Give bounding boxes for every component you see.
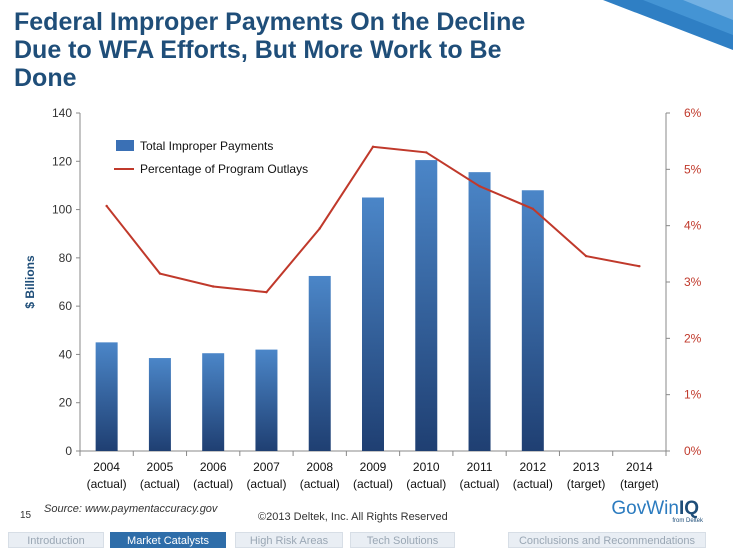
x-tick-sublabel: (actual) xyxy=(246,477,286,491)
y2-tick-label: 2% xyxy=(684,331,702,345)
tab-high-risk-areas[interactable]: High Risk Areas xyxy=(235,532,343,548)
brand-logo: GovWinIQ xyxy=(611,498,699,520)
x-tick-label: 2013 xyxy=(573,460,600,474)
legend-label-line: Percentage of Program Outlays xyxy=(140,162,308,176)
copyright: ©2013 Deltek, Inc. All Rights Reserved xyxy=(258,511,448,523)
y2-tick-label: 4% xyxy=(684,219,702,233)
page-number: 15 xyxy=(20,510,32,521)
line-point xyxy=(584,254,588,258)
x-tick-sublabel: (actual) xyxy=(140,477,180,491)
y-tick-label: 0 xyxy=(65,444,72,458)
x-tick-sublabel: (actual) xyxy=(87,477,127,491)
tab-introduction[interactable]: Introduction xyxy=(8,532,104,548)
line-point xyxy=(371,145,375,148)
x-tick-sublabel: (actual) xyxy=(513,477,553,491)
x-tick-label: 2012 xyxy=(519,460,546,474)
x-tick-sublabel: (target) xyxy=(620,477,659,491)
bar xyxy=(468,172,491,451)
line-point xyxy=(425,151,428,154)
source-note: Source: www.paymentaccuracy.gov xyxy=(44,503,218,515)
line-point xyxy=(265,290,268,294)
y-tick-label: 40 xyxy=(59,347,73,361)
bar xyxy=(308,275,331,451)
bar xyxy=(95,342,118,451)
tab-market-catalysts[interactable]: Market Catalysts xyxy=(110,532,226,548)
brand-iq: IQ xyxy=(678,498,699,519)
x-tick-label: 2014 xyxy=(626,460,653,474)
tab-conclusions[interactable]: Conclusions and Recommendations xyxy=(508,532,706,548)
x-tick-sublabel: (actual) xyxy=(406,477,446,491)
bar xyxy=(415,160,438,452)
line-point xyxy=(531,207,535,210)
brand-sub: from Deltek xyxy=(672,518,703,524)
x-tick-label: 2006 xyxy=(200,460,227,474)
bar xyxy=(362,197,384,451)
line-point xyxy=(158,272,162,275)
line-point xyxy=(478,185,481,188)
line-point xyxy=(105,204,108,208)
y-tick-label: 100 xyxy=(52,203,72,217)
x-tick-sublabel: (actual) xyxy=(193,477,233,491)
chart: 0 20 40 60 80 100 120 140 0% 1% 2% 3% 4% 5% 6% $ Billio… xyxy=(23,106,702,491)
line-point xyxy=(318,227,321,230)
y-axis-title: $ Billions xyxy=(23,255,37,309)
x-tick-label: 2007 xyxy=(253,460,280,474)
x-tick-sublabel: (actual) xyxy=(460,477,500,491)
bar xyxy=(148,358,171,451)
x-tick-label: 2005 xyxy=(147,460,174,474)
y-tick-label: 120 xyxy=(52,154,72,168)
y2-tick-label: 6% xyxy=(684,106,702,120)
x-tick-sublabel: (actual) xyxy=(353,477,393,491)
tab-tech-solutions[interactable]: Tech Solutions xyxy=(350,532,455,548)
bar xyxy=(521,190,544,451)
corner-graphic xyxy=(603,0,733,50)
brand-gov: GovWin xyxy=(611,498,679,519)
y-tick-label: 140 xyxy=(52,106,72,120)
bar xyxy=(202,353,225,451)
y2-tick-label: 0% xyxy=(684,444,702,458)
x-tick-label: 2011 xyxy=(467,460,493,474)
y-tick-label: 80 xyxy=(59,251,73,265)
x-tick-label: 2008 xyxy=(306,460,333,474)
x-tick-label: 2010 xyxy=(413,460,440,474)
line-point xyxy=(211,285,215,288)
x-tick-label: 2004 xyxy=(93,460,120,474)
legend-swatch-bar xyxy=(116,140,134,151)
x-tick-sublabel: (actual) xyxy=(300,477,340,491)
legend-label-bar: Total Improper Payments xyxy=(140,139,273,153)
y2-tick-label: 3% xyxy=(684,275,702,289)
line-point xyxy=(638,265,641,268)
y2-tick-label: 1% xyxy=(684,388,702,402)
x-tick-sublabel: (target) xyxy=(567,477,606,491)
slide-title: Federal Improper Payments On the Decline… xyxy=(14,8,526,92)
y-tick-label: 20 xyxy=(59,396,73,410)
bar xyxy=(255,349,278,451)
x-tick-label: 2009 xyxy=(360,460,387,474)
y2-tick-label: 5% xyxy=(684,162,702,176)
y-tick-label: 60 xyxy=(59,299,73,313)
nav-bar: Introduction Market Catalysts High Risk … xyxy=(0,532,733,550)
